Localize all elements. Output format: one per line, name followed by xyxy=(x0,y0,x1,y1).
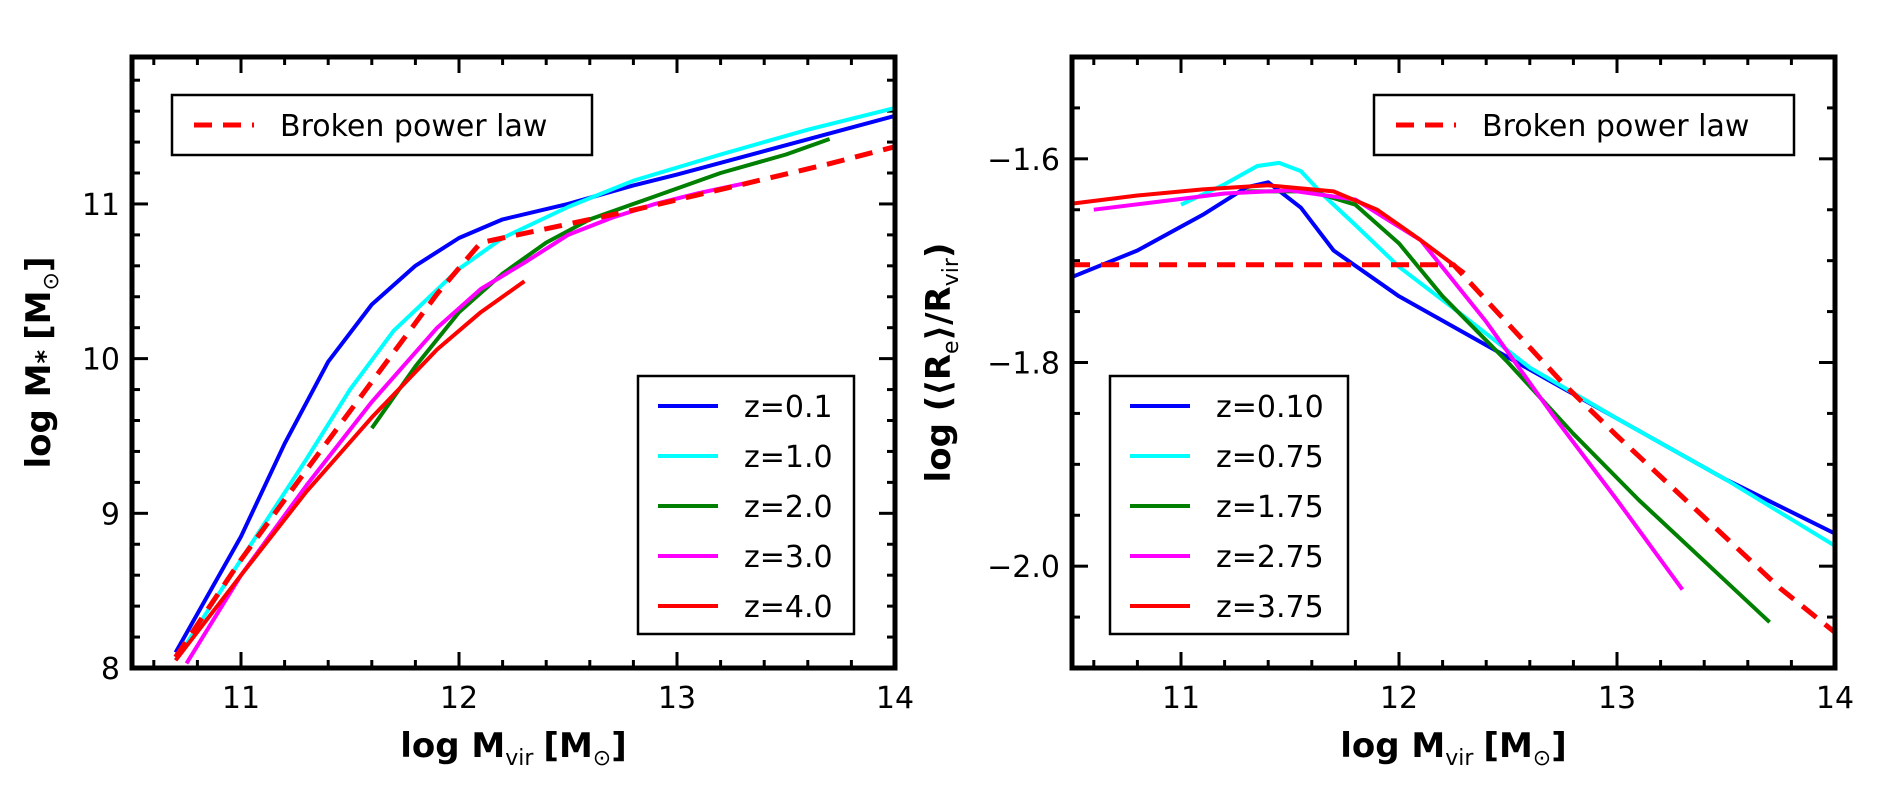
x-tick-label: 14 xyxy=(876,681,914,716)
y-tick-label: 9 xyxy=(101,497,120,532)
label-part: ⊙ xyxy=(593,746,611,771)
series-line-z=3.75 xyxy=(1072,183,1466,275)
y-tick-label: 10 xyxy=(82,343,120,378)
legend-series: z=0.1 z=1.0 z=2.0 z=3.0 z=4.0 xyxy=(636,374,856,636)
legend-broken-power-law: Broken power law xyxy=(170,93,594,157)
x-tick-label: 13 xyxy=(658,681,696,716)
legend-label-z=0.10: z=0.10 xyxy=(1216,390,1324,425)
label-part: log M xyxy=(400,726,505,766)
x-axis-label: log Mvir [M⊙] xyxy=(400,726,627,771)
legend-series: z=0.10 z=0.75 z=1.75 z=2.75 z=3.75 xyxy=(1108,374,1350,636)
x-tick-label: 12 xyxy=(1380,681,1418,716)
broken-power-law-line xyxy=(1072,262,1835,635)
x-tick-label: 14 xyxy=(1816,681,1854,716)
x-tick-label: 11 xyxy=(222,681,260,716)
plot-frame xyxy=(1069,54,1838,671)
legend-box xyxy=(170,93,594,157)
label-part: ⊙ xyxy=(1533,746,1551,771)
y-tick-label: 8 xyxy=(101,652,120,687)
label-part: vir xyxy=(505,746,534,771)
x-tick-label: 12 xyxy=(440,681,478,716)
legend-label-broken-power-law: Broken power law xyxy=(1482,109,1749,144)
legend-box xyxy=(1372,93,1796,157)
broken-power-law-line xyxy=(173,144,895,659)
data-lines xyxy=(173,106,895,665)
x-tick-label: 13 xyxy=(1598,681,1636,716)
series-line-z=0.1 xyxy=(173,113,895,654)
label-part: ] xyxy=(611,726,627,766)
label-part: ] xyxy=(19,257,59,273)
legend-label-z=2.0: z=2.0 xyxy=(744,490,833,525)
label-part: log (⟨R xyxy=(919,354,959,482)
label-part: ⊙ xyxy=(39,272,64,290)
label-part: [M xyxy=(1483,726,1532,766)
legend-box xyxy=(1108,374,1350,636)
label-part: e xyxy=(939,340,964,354)
legend-label-z=0.1: z=0.1 xyxy=(744,390,833,425)
label-part: ⟩/R xyxy=(919,286,959,340)
y-axis-label: log (⟨Re⟩/Rvir) xyxy=(919,243,964,483)
label-part: * xyxy=(31,349,61,363)
legend-label-z=3.0: z=3.0 xyxy=(744,540,833,575)
legend-label-z=0.75: z=0.75 xyxy=(1216,440,1324,475)
label-part: vir xyxy=(1445,746,1474,771)
x-axis-label: log Mvir [M⊙] xyxy=(1340,726,1567,771)
y-tick-label: −2.0 xyxy=(987,550,1060,585)
series-line-z=1.0 xyxy=(173,106,895,662)
y-axis-label: log M* [M⊙] xyxy=(19,257,64,469)
legend-label-z=1.75: z=1.75 xyxy=(1216,490,1324,525)
series-line-z=2.75 xyxy=(1093,188,1685,591)
label-part: log M xyxy=(1340,726,1445,766)
label-part: ] xyxy=(1551,726,1567,766)
y-tick-label: 11 xyxy=(82,188,120,223)
legend-broken-power-law: Broken power law xyxy=(1372,93,1796,157)
legend-label-z=3.75: z=3.75 xyxy=(1216,590,1324,625)
data-lines xyxy=(1072,160,1835,635)
legend-label-broken-power-law: Broken power law xyxy=(280,109,547,144)
legend-label-z=4.0: z=4.0 xyxy=(744,590,833,625)
y-tick-label: −1.8 xyxy=(987,347,1060,382)
label-part: log M xyxy=(19,363,59,468)
label-part: ) xyxy=(919,243,959,259)
series-line-z=2.0 xyxy=(370,137,831,430)
x-tick-label: 11 xyxy=(1162,681,1200,716)
label-part: [M xyxy=(543,726,592,766)
legend-label-z=2.75: z=2.75 xyxy=(1216,540,1324,575)
legend-label-z=1.0: z=1.0 xyxy=(744,440,833,475)
series-line-z=4.0 xyxy=(174,279,526,662)
y-tick-label: −1.6 xyxy=(987,143,1060,178)
series-line-z=0.75 xyxy=(1180,160,1835,548)
label-part: vir xyxy=(939,257,964,286)
label-part: [M xyxy=(19,290,59,339)
plot-frame xyxy=(129,54,898,671)
